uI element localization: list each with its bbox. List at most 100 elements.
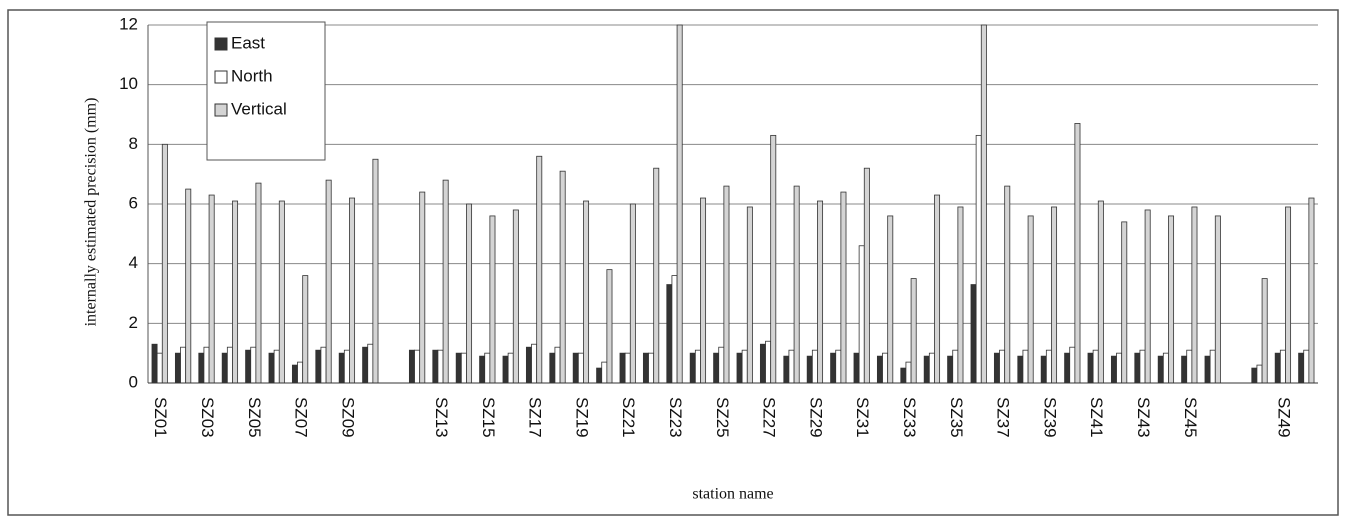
x-tick-label: SZ07 (292, 397, 311, 438)
bar (700, 197, 707, 384)
bar (1087, 352, 1094, 384)
bar (1110, 355, 1117, 384)
bar (302, 275, 309, 384)
x-tick-label: SZ15 (479, 397, 498, 438)
bar (723, 185, 730, 384)
bar (947, 355, 954, 384)
bar (1303, 349, 1310, 384)
bar (1162, 352, 1169, 384)
bar (619, 352, 626, 384)
bar (1121, 221, 1128, 384)
bar (863, 167, 870, 384)
bar (1004, 185, 1011, 384)
bar (1261, 278, 1268, 384)
bar (629, 203, 636, 384)
bar (208, 194, 215, 384)
bar (689, 352, 696, 384)
x-tick-label: SZ19 (572, 397, 591, 438)
bar (554, 346, 561, 384)
bar (900, 367, 907, 384)
bar (502, 355, 509, 384)
bar (1134, 352, 1141, 384)
bar (549, 352, 556, 384)
bar (934, 194, 941, 384)
bar (268, 352, 275, 384)
bar (315, 349, 322, 384)
bar (746, 206, 753, 384)
bar (151, 343, 158, 384)
bar (980, 24, 987, 384)
bar (180, 346, 187, 384)
y-tick-label: 0 (129, 372, 138, 391)
bar (671, 275, 678, 384)
x-tick-label: SZ39 (1040, 397, 1059, 438)
bar (923, 355, 930, 384)
bar (970, 284, 977, 384)
bar (1168, 215, 1175, 384)
bar (525, 346, 532, 384)
y-axis-label: internally estimated precision (mm) (83, 98, 100, 327)
bar (830, 352, 837, 384)
bar (1274, 352, 1281, 384)
bar (624, 352, 631, 384)
x-tick-label: SZ41 (1087, 397, 1106, 438)
x-tick-label: SZ27 (760, 397, 779, 438)
x-tick-label: SZ45 (1181, 397, 1200, 438)
bar (297, 361, 304, 384)
bar (245, 349, 252, 384)
bar (811, 349, 818, 384)
y-tick-label: 6 (129, 193, 138, 212)
bar (221, 352, 228, 384)
x-tick-label: SZ17 (526, 397, 545, 438)
bar (460, 352, 467, 384)
bar (876, 355, 883, 384)
bar (853, 352, 860, 384)
bar (437, 349, 444, 384)
bar (442, 179, 449, 384)
x-tick-label: SZ29 (806, 397, 825, 438)
bar (1298, 352, 1305, 384)
bar (736, 352, 743, 384)
bar (1097, 200, 1104, 384)
bar (185, 188, 192, 384)
bar (408, 349, 415, 384)
x-tick-label: SZ49 (1274, 397, 1293, 438)
bar (713, 352, 720, 384)
x-tick-label: SZ09 (338, 397, 357, 438)
bar (1308, 197, 1315, 384)
legend-swatch (214, 70, 228, 84)
y-tick-label: 10 (119, 74, 138, 93)
bar (606, 269, 613, 384)
bar (577, 352, 584, 384)
x-tick-label: SZ31 (853, 397, 872, 438)
bar (957, 206, 964, 384)
bar (765, 340, 772, 384)
bar (741, 349, 748, 384)
bar (419, 191, 426, 384)
bar (372, 158, 379, 384)
bar (975, 134, 982, 384)
bar (583, 200, 590, 384)
bar (156, 352, 163, 384)
bar (788, 349, 795, 384)
bar (1214, 215, 1221, 384)
bar (484, 352, 491, 384)
bar (325, 179, 332, 384)
bar (349, 197, 356, 384)
bar (414, 349, 421, 384)
bar (1051, 206, 1058, 384)
bar (572, 352, 579, 384)
bar (466, 203, 473, 384)
bar (489, 215, 496, 384)
y-tick-label: 2 (129, 313, 138, 332)
y-tick-label: 4 (129, 253, 138, 272)
bar (770, 134, 777, 384)
legend-label: North (231, 66, 273, 85)
bar (1279, 349, 1286, 384)
bar (676, 24, 683, 384)
bar (718, 346, 725, 384)
bar (278, 200, 285, 384)
x-axis-label: station name (692, 486, 773, 503)
bar (1256, 364, 1263, 384)
y-tick-label: 12 (119, 14, 138, 33)
